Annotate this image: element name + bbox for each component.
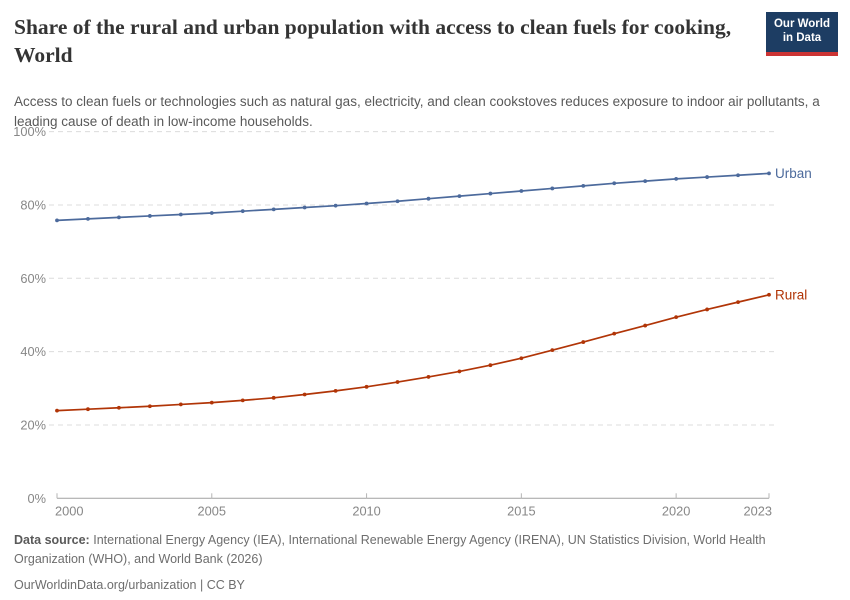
- urban-point-2014: [488, 191, 493, 196]
- chart-subtitle: Access to clean fuels or technologies su…: [14, 94, 820, 129]
- rural-point-2017: [581, 340, 586, 344]
- urban-point-2020: [674, 177, 679, 181]
- owid-logo-line2: in Data: [782, 32, 822, 44]
- rural-point-2021: [705, 307, 709, 312]
- x-tick-label-2000: 2000: [55, 503, 83, 518]
- rural-point-2013: [457, 369, 462, 374]
- rural-point-2004: [178, 402, 183, 407]
- owid-logo-line1: Our World: [773, 18, 830, 31]
- rural-point-2022: [736, 300, 740, 305]
- rural-point-2006: [240, 398, 245, 403]
- rural-point-2019: [643, 323, 648, 328]
- urban-point-2017: [581, 183, 586, 188]
- rural-point-2008: [302, 392, 307, 397]
- rural-point-2010: [364, 384, 369, 389]
- rural-end-label: Rural: [775, 287, 807, 302]
- urban-point-2004: [178, 212, 183, 217]
- urban-point-2010: [364, 201, 369, 206]
- rural-point-2015: [519, 356, 524, 361]
- urban-point-2019: [643, 179, 648, 184]
- y-tick-label-40: 40%: [20, 344, 46, 359]
- x-tick-label-2005: 2005: [198, 503, 226, 518]
- urban-point-2008: [302, 205, 307, 210]
- y-tick-label-100: 100%: [13, 124, 46, 139]
- rural-point-2012: [426, 375, 431, 379]
- rural-point-2023: [767, 292, 771, 297]
- owid-logo[interactable]: Our World in Data: [766, 12, 838, 56]
- rural-point-2016: [550, 348, 555, 353]
- urban-point-2001: [86, 216, 90, 221]
- urban-point-2006: [240, 209, 245, 214]
- rural-point-2007: [271, 395, 276, 400]
- rural-point-2002: [117, 405, 121, 410]
- rural-point-2003: [147, 404, 152, 409]
- rural-point-2000: [55, 408, 59, 413]
- rural-point-2014: [488, 363, 493, 368]
- data-source-line: Data source: International Energy Agency…: [14, 531, 836, 569]
- y-tick-label-0: 0%: [28, 491, 47, 506]
- rural-point-2018: [612, 331, 617, 336]
- urban-point-2007: [271, 207, 276, 212]
- x-tick-label-2023: 2023: [744, 503, 772, 518]
- footer: Data source: International Energy Agency…: [14, 531, 836, 594]
- x-tick-label-2010: 2010: [352, 503, 380, 518]
- urban-point-2022: [736, 173, 740, 178]
- urban-point-2013: [457, 194, 462, 199]
- x-tick-label-2020: 2020: [662, 503, 690, 518]
- urban-point-2000: [55, 218, 59, 223]
- y-tick-label-80: 80%: [20, 197, 46, 212]
- urban-point-2012: [426, 196, 431, 201]
- urban-point-2003: [147, 214, 152, 218]
- license-line: OurWorldinData.org/urbanization | CC BY: [14, 577, 245, 592]
- y-tick-label-20: 20%: [20, 417, 46, 432]
- urban-point-2016: [550, 186, 555, 191]
- urban-point-2015: [519, 189, 524, 193]
- urban-point-2009: [333, 203, 338, 208]
- data-source-text: International Energy Agency (IEA), Inter…: [14, 533, 766, 566]
- urban-point-2011: [395, 199, 400, 204]
- urban-point-2021: [705, 175, 709, 179]
- rural-point-2009: [333, 388, 338, 393]
- page-title: Share of the rural and urban population …: [14, 15, 732, 67]
- data-source-label: Data source:: [14, 533, 90, 547]
- rural-point-2011: [395, 380, 400, 384]
- rural-line: [56, 293, 770, 412]
- x-tick-label-2015: 2015: [507, 503, 535, 518]
- urban-line: [56, 172, 770, 222]
- rural-point-2020: [674, 315, 679, 320]
- line-chart: 0% 20% 40% 60% 80% 100% 2000 2005 2010 2015 2020 20…: [13, 124, 812, 518]
- y-tick-label-60: 60%: [20, 271, 46, 286]
- urban-point-2002: [117, 215, 121, 220]
- urban-end-label: Urban: [775, 166, 812, 181]
- rural-point-2001: [86, 407, 90, 412]
- urban-point-2023: [767, 171, 771, 176]
- urban-point-2018: [612, 181, 617, 186]
- urban-point-2005: [209, 211, 214, 215]
- rural-point-2005: [209, 400, 214, 405]
